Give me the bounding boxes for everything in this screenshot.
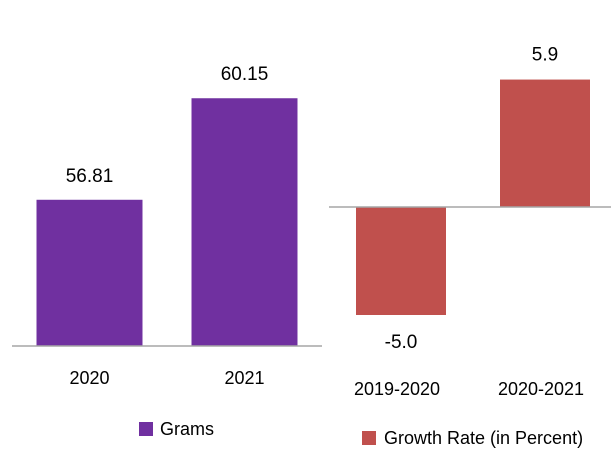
data-label-grams-2021: 60.15 [221,64,269,85]
bar-grams-2020 [36,199,143,346]
bar-grams-2021 [191,98,298,347]
legend-label-growth-rate: Growth Rate (in Percent) [384,428,583,448]
bar-growth-2019-2020 [356,207,446,315]
x-tick-label-2019-2020: 2019-2020 [354,379,440,399]
bar-growth-2020-2021 [500,79,590,207]
legend-swatch-grams [139,422,153,436]
x-tick-label-2020: 2020 [69,368,109,388]
legend-label-grams: Grams [160,419,214,439]
data-label-growth-2019-2020: -5.0 [385,332,418,353]
data-label-growth-2020-2021: 5.9 [532,45,558,66]
x-tick-label-2020-2021: 2020-2021 [498,379,584,399]
data-label-grams-2020: 56.81 [66,166,114,187]
x-tick-label-2021: 2021 [224,368,264,388]
legend-swatch-growth-rate [362,431,376,445]
